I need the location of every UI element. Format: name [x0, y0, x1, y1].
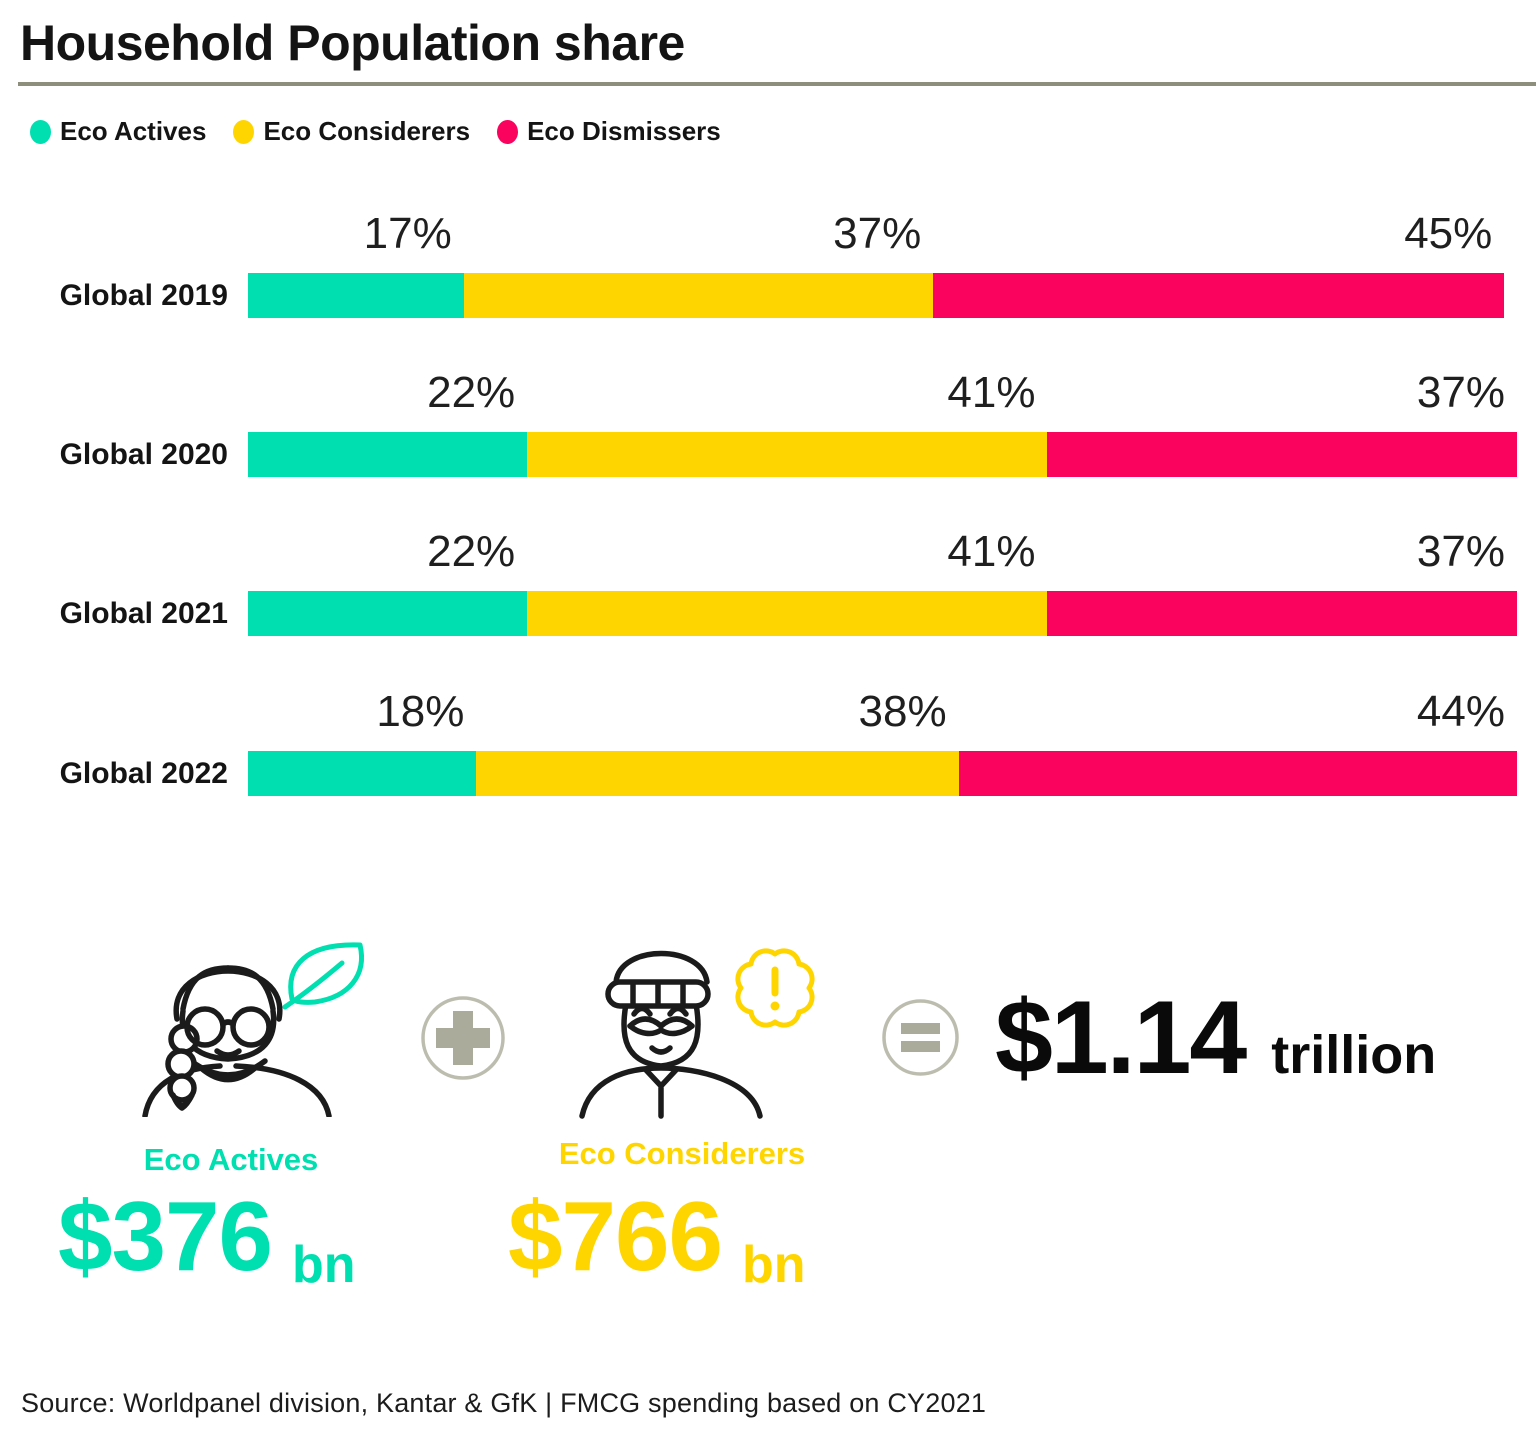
legend-item-label: Eco Dismissers [527, 116, 721, 146]
bar-value-label: 45% [1404, 209, 1493, 258]
bar-segment: 18% [248, 687, 477, 796]
legend-dot [30, 119, 51, 144]
bar-value-label: 41% [947, 527, 1036, 576]
bar-value-label: 17% [363, 209, 452, 258]
stacked-bar: 22% 41% 37% [248, 527, 1517, 636]
bar-chart: Global 2019 17% 37% 45% Global 2020 22% 41% 37%… [59, 209, 1517, 796]
bar-row-label: Global 2019 [59, 278, 228, 312]
eco-actives-spend: $376 bn [58, 1181, 356, 1291]
eco-actives-value: $376 [58, 1181, 273, 1291]
bar-segment: 22% [248, 527, 528, 636]
bar-value-label: 38% [858, 687, 947, 736]
woman-leaf-icon [142, 942, 364, 1117]
legend-item: Eco Actives [30, 116, 206, 147]
bar-value-label: 37% [1416, 527, 1505, 576]
source-note: Source: Worldpanel division, Kantar & Gf… [21, 1388, 987, 1418]
stacked-bar: 17% 37% 45% [248, 209, 1517, 318]
bar-segment: 37% [1047, 368, 1517, 477]
eco-actives-unit: bn [292, 1236, 356, 1294]
legend-item-label: Eco Considerers [263, 116, 471, 146]
bar-value-label: 22% [427, 368, 516, 417]
legend-item: Eco Considerers [233, 116, 470, 147]
eco-considerers-unit: bn [742, 1236, 806, 1294]
bar-value-label: 41% [947, 368, 1036, 417]
man-exclamation-icon [579, 948, 815, 1119]
total-value: $1.14 [995, 980, 1247, 1096]
legend-dot [497, 119, 519, 144]
plus-circle-icon [421, 996, 505, 1080]
bar-row-label: Global 2020 [59, 437, 228, 471]
stacked-bar: 22% 41% 37% [248, 368, 1517, 477]
page-title: Household Population share [20, 15, 685, 71]
total-unit: trillion [1271, 1025, 1437, 1085]
bar-segment: 37% [463, 209, 934, 318]
bar-segment: 41% [527, 368, 1048, 477]
bar-value-label: 37% [833, 209, 922, 258]
legend: Eco Actives Eco Considerers Eco Dismissers [30, 116, 721, 147]
bar-segment: 37% [1047, 527, 1517, 636]
eco-actives-label: Eco Actives [143, 1142, 319, 1177]
bar-row-label: Global 2022 [59, 756, 228, 790]
title-divider [18, 82, 1536, 86]
bar-segment: 41% [527, 527, 1048, 636]
stacked-bar: 18% 38% 44% [248, 687, 1517, 796]
bar-segment: 45% [933, 209, 1505, 318]
bar-segment: 22% [248, 368, 528, 477]
legend-item: Eco Dismissers [497, 116, 721, 147]
total-spend: $1.14 trillion [995, 986, 1436, 1090]
legend-dot [233, 119, 255, 144]
bar-segment: 44% [958, 687, 1517, 796]
bar-segment: 17% [248, 209, 464, 318]
bar-value-label: 37% [1416, 368, 1505, 417]
equals-circle-icon [882, 999, 959, 1076]
bar-row-label: Global 2021 [59, 596, 228, 630]
bar-value-label: 22% [427, 527, 516, 576]
eco-considerers-spend: $766 bn [508, 1181, 806, 1291]
eco-considerers-label: Eco Considerers [558, 1136, 806, 1171]
bar-segment: 38% [476, 687, 959, 796]
eco-considerers-value: $766 [508, 1181, 723, 1291]
legend-item-label: Eco Actives [60, 116, 207, 146]
bar-value-label: 18% [376, 687, 465, 736]
bar-value-label: 44% [1416, 687, 1505, 736]
